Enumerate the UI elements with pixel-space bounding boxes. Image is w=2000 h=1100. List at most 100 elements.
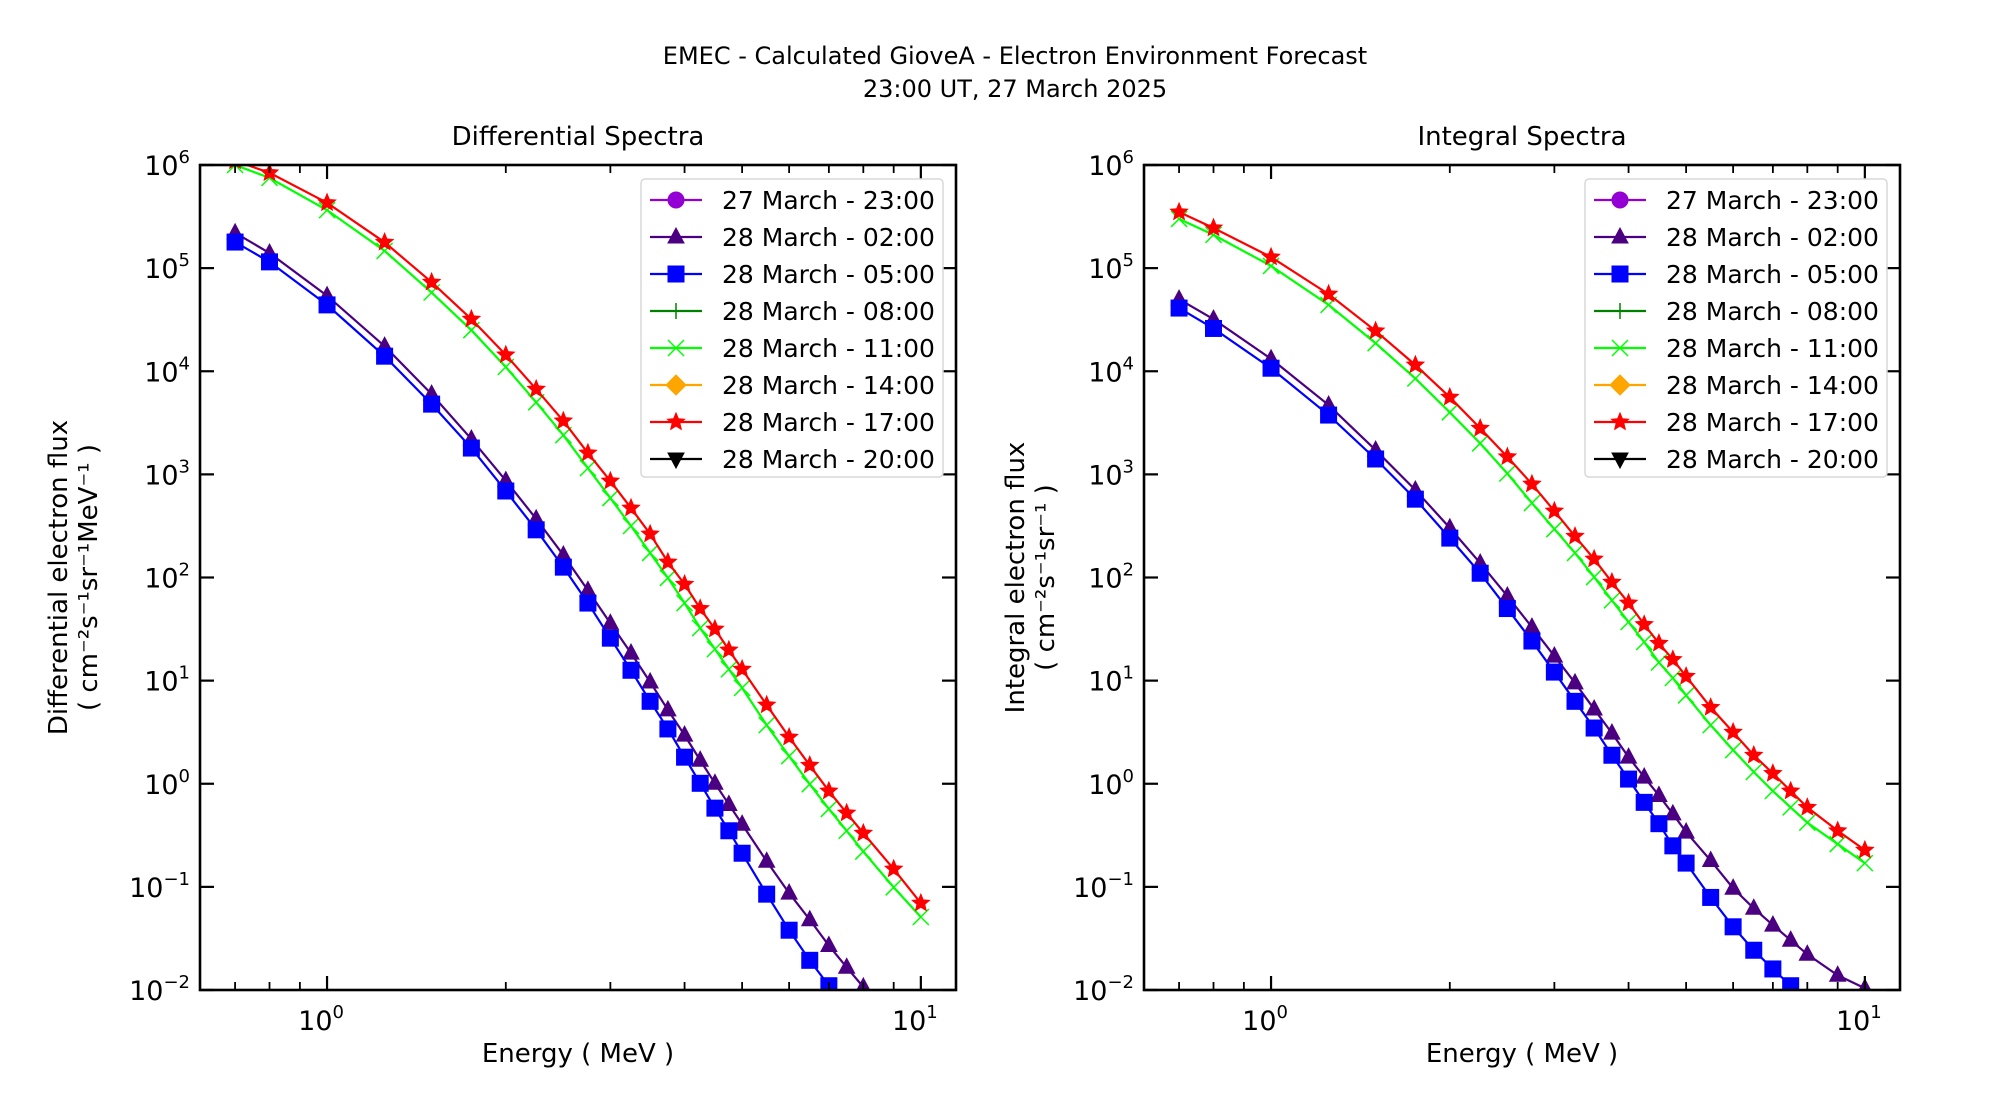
data-point xyxy=(462,439,480,457)
data-point xyxy=(641,544,659,562)
legend-item: 28 March - 20:00 xyxy=(1594,445,1879,474)
data-point xyxy=(1701,850,1720,868)
y-tick-exponent: −1 xyxy=(163,869,190,890)
data-point xyxy=(1603,723,1621,740)
data-point xyxy=(1797,797,1818,816)
data-point xyxy=(1545,520,1563,538)
triangle-down-marker-icon xyxy=(1611,452,1629,470)
data-point xyxy=(659,569,677,587)
data-point xyxy=(1320,406,1338,424)
data-point xyxy=(1585,719,1603,737)
square-marker-icon xyxy=(1611,265,1629,283)
data-point xyxy=(1702,888,1720,906)
data-point xyxy=(720,822,738,840)
data-point xyxy=(886,1067,902,1083)
data-point xyxy=(641,671,659,689)
data-point xyxy=(1635,633,1653,651)
x-tick-exponent: 0 xyxy=(333,1002,344,1023)
data-point xyxy=(554,426,572,444)
data-point xyxy=(622,643,640,660)
data-point xyxy=(1565,525,1585,545)
y-tick-label: 101 xyxy=(144,663,190,698)
legend-item: 27 March - 23:00 xyxy=(650,186,935,215)
circle-marker-icon xyxy=(1611,191,1629,209)
data-point xyxy=(691,750,710,767)
x-tick-exponent: 1 xyxy=(1870,1002,1881,1023)
y-tick-label: 105 xyxy=(144,250,190,285)
x-tick-label: 101 xyxy=(1836,1002,1882,1037)
data-point xyxy=(1744,898,1763,915)
data-point xyxy=(779,726,799,746)
y-tick-exponent: −1 xyxy=(1107,869,1134,890)
legend-item: 28 March - 14:00 xyxy=(650,371,935,400)
data-point xyxy=(659,720,677,738)
data-point xyxy=(641,692,659,710)
data-point xyxy=(720,660,738,678)
y-tick-label: 106 xyxy=(1088,147,1134,182)
data-point xyxy=(1664,837,1682,855)
data-point xyxy=(1763,763,1783,782)
data-point xyxy=(622,661,640,679)
data-point xyxy=(1798,814,1816,832)
data-point xyxy=(1724,918,1742,936)
data-point xyxy=(676,748,694,766)
data-point xyxy=(1828,965,1847,982)
legend: 27 March - 23:00 28 March - 02:00 28 March… xyxy=(1584,178,1888,478)
legend-item: 28 March - 05:00 xyxy=(650,260,935,289)
triangle-down-marker-icon xyxy=(667,452,685,470)
x-tick-base: 10 xyxy=(892,1006,926,1037)
data-point xyxy=(1169,201,1189,221)
data-point xyxy=(421,271,442,291)
y-tick-base: 10 xyxy=(1073,976,1107,1007)
legend-label: 28 March - 11:00 xyxy=(1666,334,1879,363)
y-tick-exponent: −2 xyxy=(163,972,190,993)
legend-item: 28 March - 17:00 xyxy=(1594,408,1879,437)
data-point xyxy=(1406,490,1424,508)
y-tick-base: 10 xyxy=(1088,564,1122,595)
legend-label: 28 March - 20:00 xyxy=(1666,445,1879,474)
data-point xyxy=(1650,785,1668,802)
y-tick-exponent: 3 xyxy=(179,456,190,477)
y-tick-base: 10 xyxy=(129,873,163,904)
legend-item: 28 March - 11:00 xyxy=(1594,334,1879,363)
data-point xyxy=(1635,793,1653,811)
data-point xyxy=(706,773,724,790)
legend-item: 28 March - 17:00 xyxy=(650,408,935,437)
legend-label: 28 March - 17:00 xyxy=(1666,408,1879,437)
data-point xyxy=(318,201,336,219)
data-point xyxy=(579,459,597,477)
data-point xyxy=(1318,283,1339,303)
data-point xyxy=(1700,697,1721,716)
data-point xyxy=(1664,803,1682,821)
series-28-march-11-00 xyxy=(226,165,930,926)
data-point xyxy=(1676,666,1696,685)
data-point xyxy=(1585,698,1603,716)
data-point xyxy=(757,851,776,868)
legend-label: 28 March - 20:00 xyxy=(722,445,935,474)
legend-item: 28 March - 11:00 xyxy=(650,334,935,363)
y-tick-label: 10−1 xyxy=(129,869,190,904)
data-point xyxy=(461,308,482,328)
x-tick-label: 101 xyxy=(892,1002,938,1037)
data-point xyxy=(423,395,441,413)
y-tick-exponent: 2 xyxy=(179,560,190,581)
data-point xyxy=(1497,446,1518,466)
y-tick-exponent: 2 xyxy=(1123,560,1134,581)
data-point xyxy=(1620,770,1638,788)
data-point xyxy=(1603,591,1621,609)
data-point xyxy=(601,629,619,647)
legend-box xyxy=(1584,178,1888,478)
legend-label: 28 March - 14:00 xyxy=(1666,371,1879,400)
data-point xyxy=(780,921,798,939)
data-point xyxy=(854,843,872,861)
data-point xyxy=(1545,663,1563,681)
figure-subtitle: 23:00 UT, 27 March 2025 xyxy=(863,75,1167,103)
y-tick-base: 10 xyxy=(144,667,178,698)
data-point xyxy=(1677,822,1695,839)
data-point xyxy=(1649,633,1669,652)
x-tick-base: 10 xyxy=(1836,1006,1870,1037)
y-tick-label: 100 xyxy=(144,766,190,801)
legend-label: 28 March - 08:00 xyxy=(1666,297,1879,326)
data-point xyxy=(801,775,819,793)
data-point xyxy=(1523,494,1541,512)
